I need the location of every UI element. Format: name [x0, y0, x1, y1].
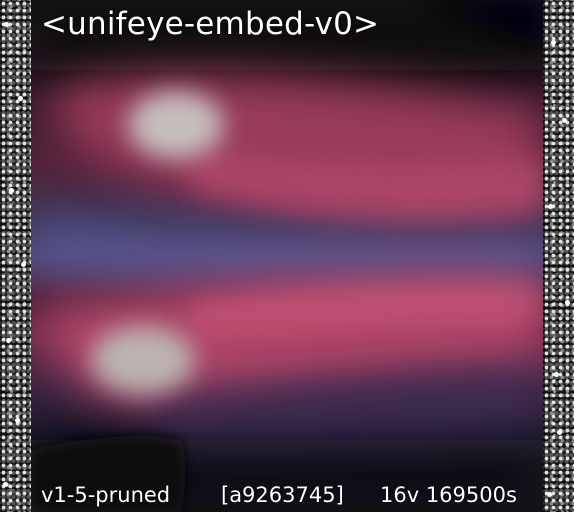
noise-fleck	[6, 338, 11, 343]
noise-fleck	[3, 482, 8, 487]
noise-fleck	[557, 430, 562, 435]
noise-border-left	[0, 0, 31, 512]
vectors-steps-label: 16v 169500s	[380, 483, 517, 507]
noise-fleck	[18, 96, 23, 101]
model-hash-label: [a9263745]	[221, 483, 344, 507]
generated-image: <unifeye-embed-v0> v1-5-pruned [a9263745…	[31, 0, 543, 512]
middle-purple-band	[31, 220, 543, 291]
image-title: <unifeye-embed-v0>	[41, 6, 380, 42]
noise-fleck	[9, 188, 14, 193]
noise-fleck	[4, 22, 9, 27]
lower-white-blob	[91, 326, 195, 394]
lower-purple-haze	[151, 365, 543, 442]
noise-fleck	[554, 372, 559, 377]
upper-pink-highlight	[191, 150, 543, 219]
noise-border-right	[543, 0, 574, 512]
noise-fleck	[565, 300, 570, 305]
noise-fleck	[562, 118, 567, 123]
upper-white-blob	[128, 91, 224, 159]
noise-fleck	[551, 40, 556, 45]
lower-pink-highlight	[191, 283, 543, 330]
image-footer: v1-5-pruned [a9263745] 16v 169500s	[31, 480, 543, 512]
dark-mound	[31, 435, 186, 512]
noise-fleck	[548, 204, 553, 209]
abstract-image-graphic	[31, 0, 543, 512]
model-name-label: v1-5-pruned	[41, 483, 171, 507]
noise-fleck	[15, 418, 20, 423]
dark-corner	[411, 0, 543, 60]
noise-fleck	[547, 492, 552, 497]
noise-fleck	[21, 262, 26, 267]
